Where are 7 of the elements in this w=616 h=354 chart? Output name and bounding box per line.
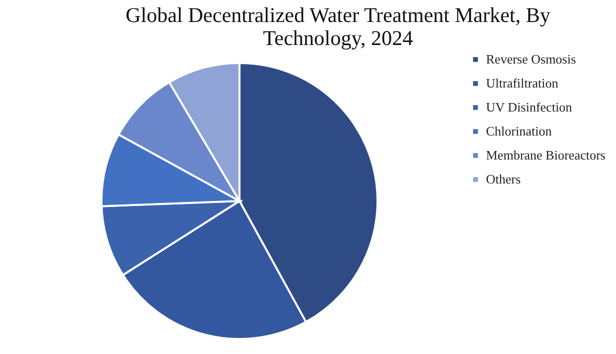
legend-label: Ultrafiltration — [486, 76, 559, 90]
legend-label: Membrane Bioreactors — [486, 148, 606, 162]
legend-label: Chlorination — [486, 124, 552, 138]
chart-title: Global Decentralized Water Treatment Market, By Technology, 2024 — [126, 3, 551, 50]
legend-label: Reverse Osmosis — [486, 52, 576, 66]
legend-label: Others — [486, 172, 521, 186]
legend-label: UV Disinfection — [486, 100, 573, 114]
